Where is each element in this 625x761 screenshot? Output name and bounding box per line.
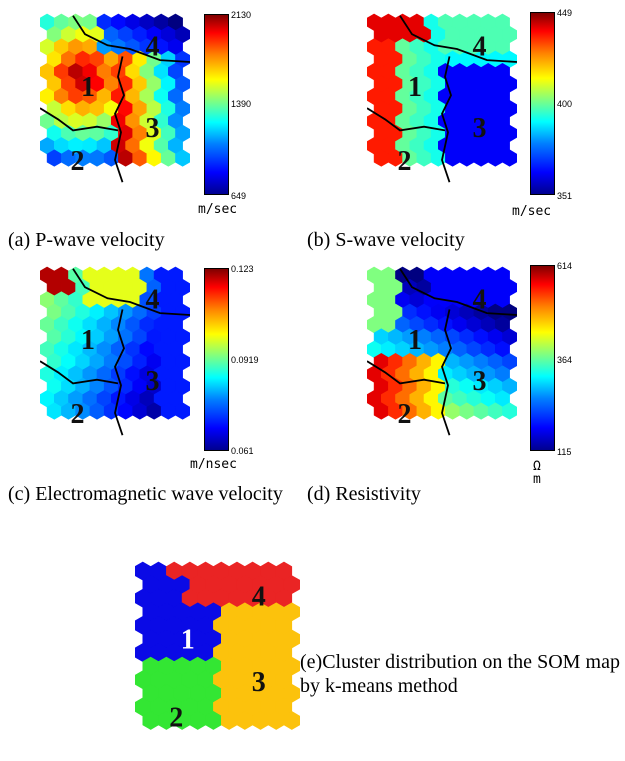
colorbar-max-label: 449 [557,8,573,18]
colorbar-min-label: 649 [231,191,247,201]
colorbar-pwave [204,14,229,195]
cluster-label-2: 2 [71,399,85,430]
cluster-label-3: 3 [252,667,266,698]
cluster-boundary [114,56,125,183]
som-hex-cell [502,149,517,167]
cluster-label-1: 1 [181,624,195,655]
caption-d: (d) Resistivity [307,483,421,505]
cluster-label-4: 4 [146,31,160,62]
caption-c: (c) Electromagnetic wave velocity [8,483,283,505]
colorbar-unit: m/sec [512,204,552,219]
cluster-boundary [367,360,446,385]
cluster-label-2: 2 [169,702,183,733]
cluster-boundary [367,107,446,132]
colorbar-swave [530,12,555,195]
som-map-resistivity: 1 2 3 4 [367,266,517,436]
cluster-label-3: 3 [146,366,160,397]
cluster-label-4: 4 [252,581,266,612]
caption-a: (a) P-wave velocity [8,229,165,251]
som-hex-cell [175,149,190,167]
colorbar-resistivity [530,265,555,451]
cluster-boundary [40,360,119,385]
cluster-boundary [441,309,452,436]
cluster-boundary [399,268,517,316]
colorbar-unit: m/sec [198,202,238,217]
cluster-label-3: 3 [473,366,487,397]
colorbar-max-label: 614 [557,261,573,271]
cluster-label-2: 2 [398,146,412,177]
cluster-label-4: 4 [146,284,160,315]
colorbar-max-label: 2130 [231,10,252,20]
colorbar-unit: Ω m [533,459,541,487]
cluster-label-1: 1 [81,72,95,103]
cluster-boundary [114,309,125,436]
cluster-label-2: 2 [398,399,412,430]
cluster-label-2: 2 [71,146,85,177]
cluster-label-3: 3 [146,113,160,144]
colorbar-mid-label: 400 [557,99,573,109]
colorbar-unit: m/nsec [190,457,237,472]
cluster-boundary [40,107,119,132]
colorbar-mid-label: 364 [557,355,573,365]
cluster-boundary [399,15,517,63]
cluster-distribution-map: 1 2 3 4 [135,561,300,733]
colorbar-max-label: 0.123 [231,264,254,274]
cluster-label-1: 1 [408,72,422,103]
cluster-label-1: 1 [81,325,95,356]
colorbar-min-label: 115 [557,447,572,457]
colorbar-mid-label: 0.0919 [231,355,259,365]
som-hex-cell [502,402,517,420]
som-map-swave: 1 2 3 4 [367,13,517,183]
colorbar-em [204,268,229,451]
cluster-boundary [72,268,190,316]
caption-b: (b) S-wave velocity [307,229,465,251]
cluster-boundary [441,56,452,183]
colorbar-mid-label: 1390 [231,99,252,109]
colorbar-min-label: 351 [557,191,573,201]
som-hex-cell [283,711,300,730]
caption-e: (e)Cluster distribution on the SOM map b… [300,651,620,697]
cluster-boundary [72,15,190,63]
cluster-label-4: 4 [473,31,487,62]
som-map-em-velocity: 1 2 3 4 [40,266,190,436]
cluster-label-3: 3 [473,113,487,144]
colorbar-min-label: 0.061 [231,446,254,456]
som-map-pwave: 1 2 3 4 [40,13,190,183]
cluster-label-4: 4 [473,284,487,315]
cluster-label-1: 1 [408,325,422,356]
som-hex-cell [175,402,190,420]
